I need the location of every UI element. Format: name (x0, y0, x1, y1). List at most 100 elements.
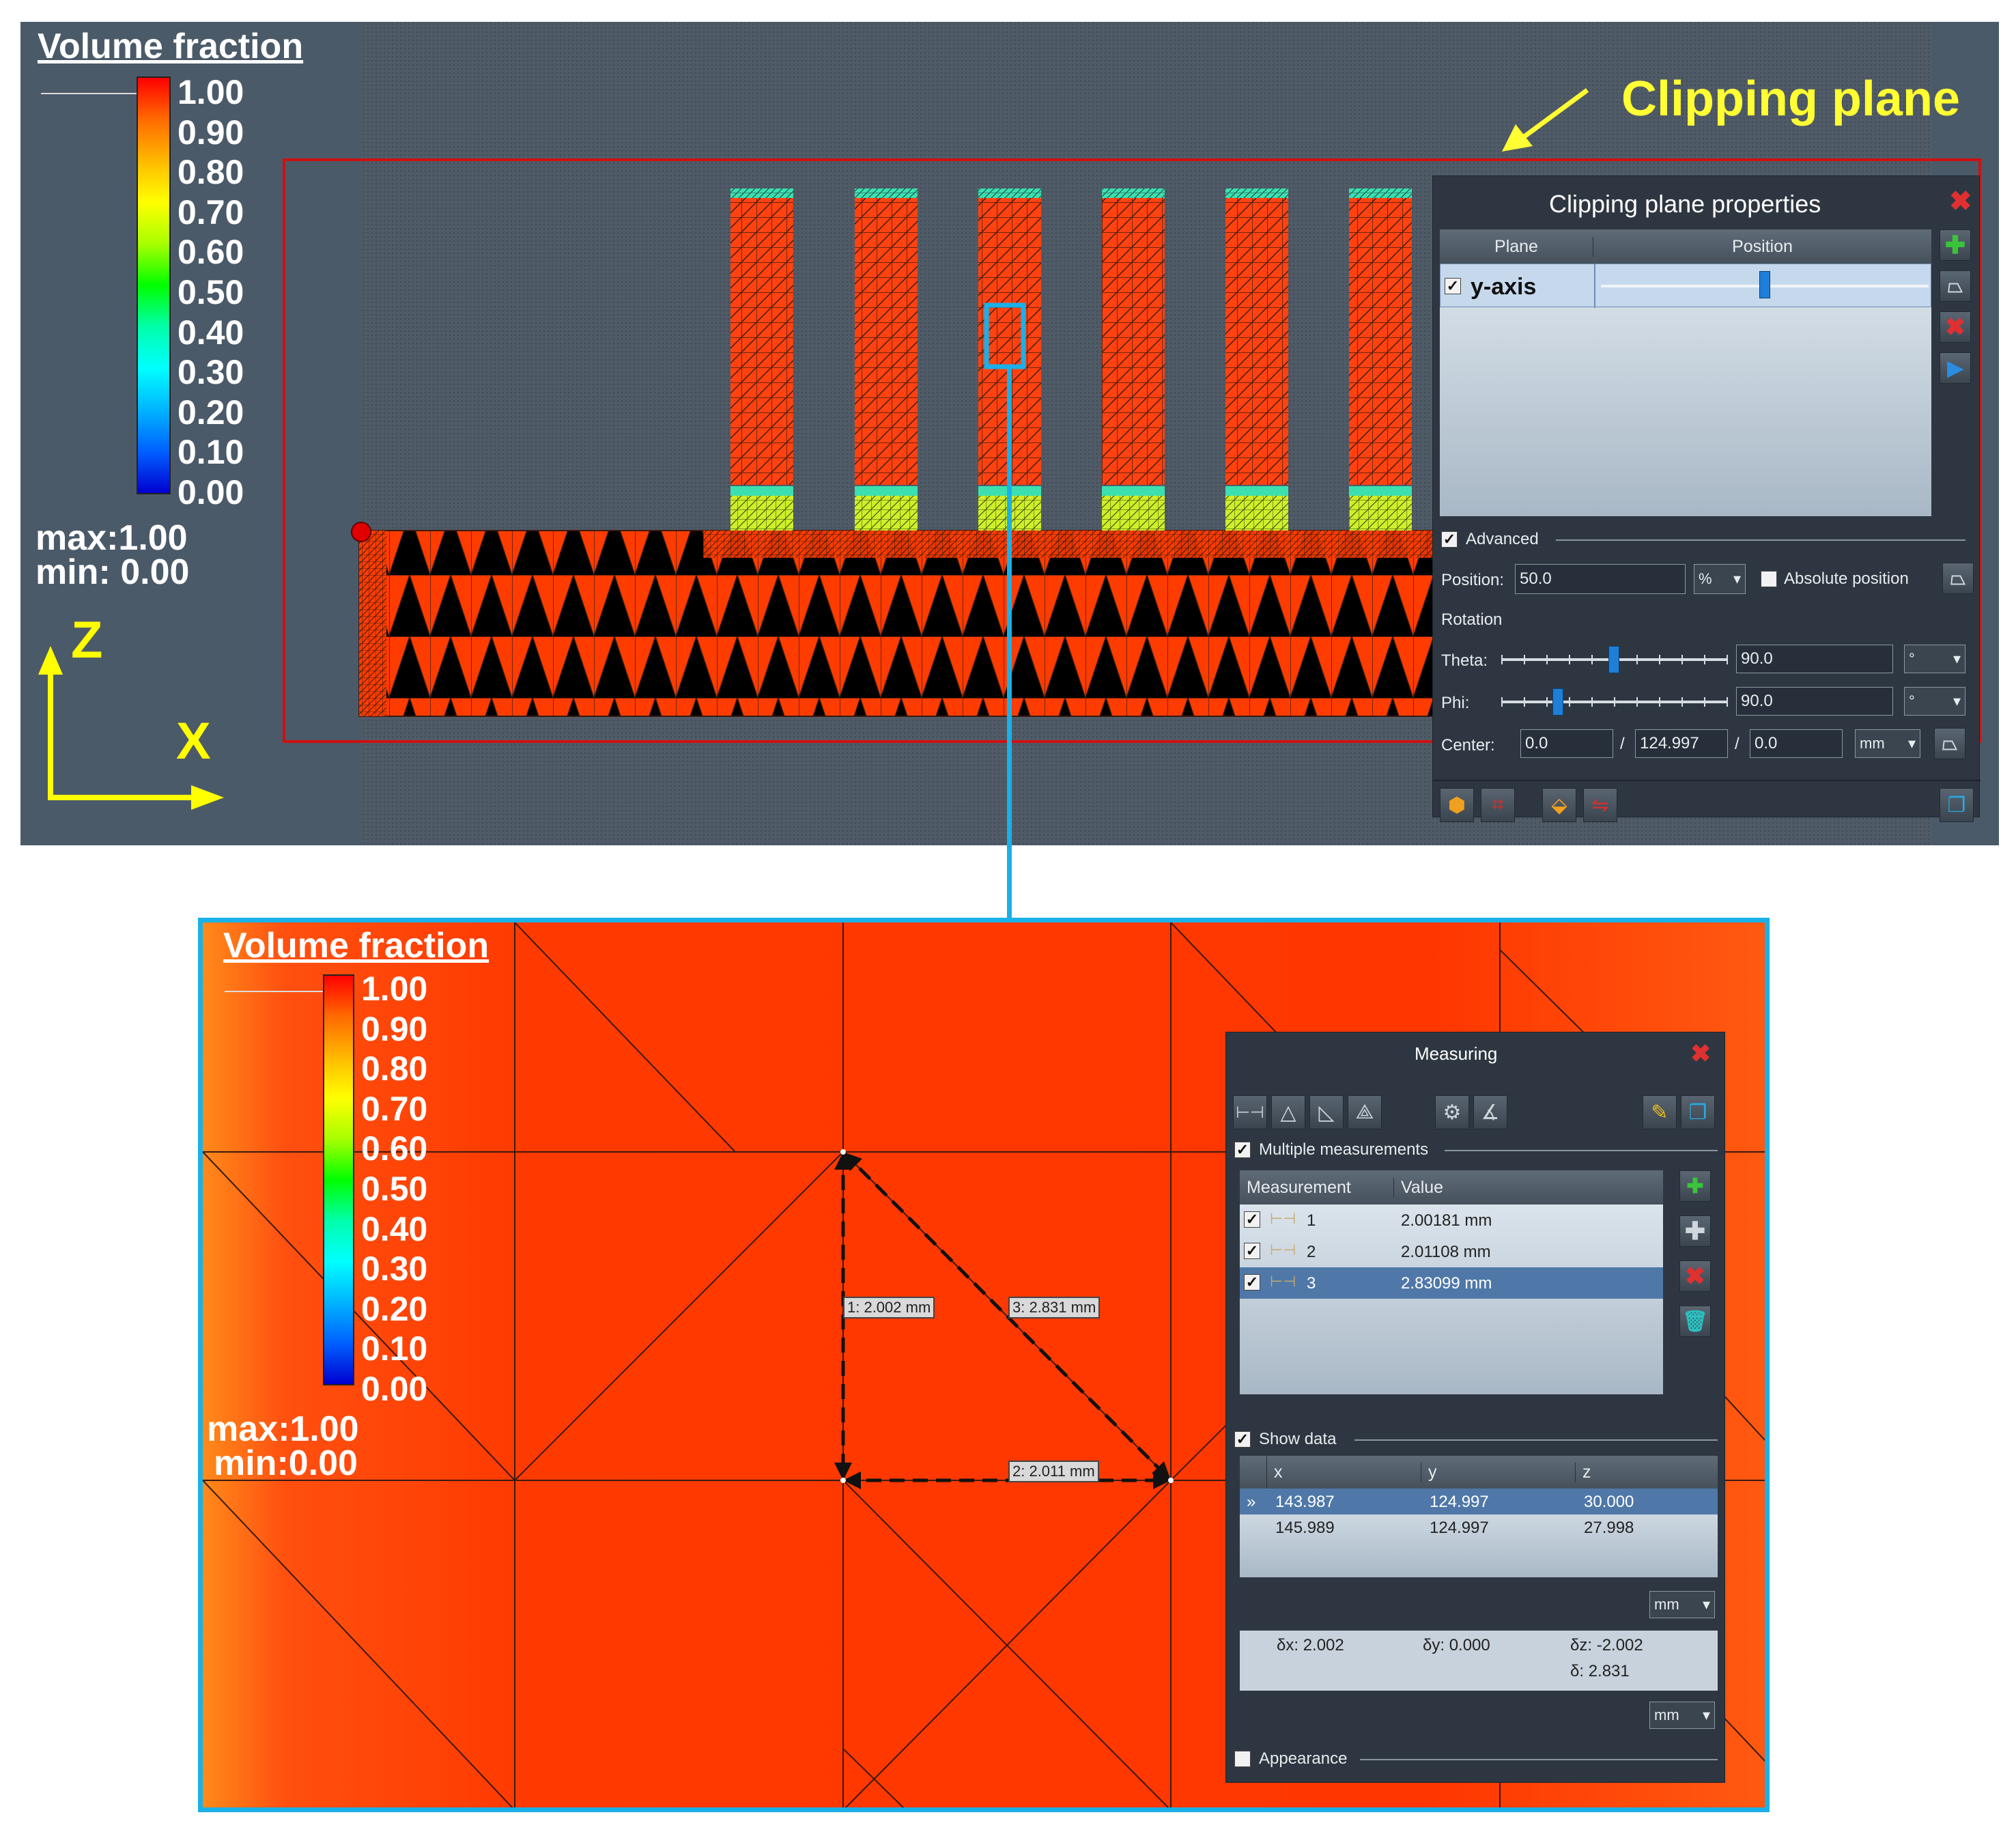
clipping-plane-dialog: Clipping plane properties ✖ Plane Positi… (1432, 175, 1980, 822)
data-row[interactable]: » 143.987 124.997 30.000 (1240, 1489, 1718, 1514)
close-icon[interactable]: ✖ (1949, 186, 1972, 216)
position-apply-button[interactable]: ⏢ (1942, 563, 1974, 594)
delete-icon[interactable]: ✖ (1679, 1260, 1711, 1292)
column-plane[interactable]: Plane (1440, 236, 1593, 257)
distance-tool-icon[interactable]: ⊢⊣ (1233, 1095, 1267, 1129)
data-table-header: x y z (1240, 1456, 1718, 1489)
toolbar-separator (1433, 780, 1980, 781)
fin-4 (1102, 188, 1165, 531)
theta-label: Theta: (1441, 651, 1488, 670)
measurement-row[interactable]: ✓ ⊢⊣ 3 2.83099 mm (1240, 1267, 1663, 1299)
plane-table: ✓ y-axis (1440, 264, 1931, 516)
angle-tool-icon[interactable]: △ (1271, 1095, 1305, 1129)
delta-unit-select[interactable]: mm ▾ (1649, 1702, 1715, 1729)
delete-plane-button[interactable]: ✖ (1940, 311, 1971, 343)
add-plane-button[interactable]: ✚ (1940, 229, 1971, 261)
show-data-checkbox[interactable]: ✓ (1234, 1431, 1251, 1448)
legend-tick-0: 1.00 (178, 73, 244, 111)
play-button[interactable]: ▶ (1940, 352, 1971, 384)
edit-plane-button[interactable]: ⏢ (1940, 270, 1971, 302)
triangle-tool-icon[interactable]: ⟁ (1348, 1095, 1382, 1129)
theta-slider[interactable] (1501, 645, 1728, 675)
center-y-input[interactable]: 124.997 (1635, 729, 1728, 758)
advanced-separator (1556, 539, 1965, 541)
multiple-measurements-checkbox[interactable]: ✓ (1234, 1142, 1251, 1158)
measurement-checkbox[interactable]: ✓ (1244, 1211, 1260, 1228)
rotation-label: Rotation (1441, 610, 1503, 629)
brush-icon[interactable]: ✎ (1643, 1095, 1677, 1129)
phi-slider-thumb[interactable] (1552, 688, 1563, 716)
data-cell-y: 124.997 (1430, 1493, 1489, 1511)
close-icon[interactable]: ✖ (1690, 1039, 1712, 1067)
plane-row-checkbox[interactable]: ✓ (1445, 278, 1461, 294)
measure-settings-icon[interactable]: ⚙ (1435, 1095, 1469, 1129)
current-row-marker: » (1247, 1493, 1256, 1511)
center-unit-select[interactable]: mm ▾ (1855, 729, 1920, 758)
theta-slider-thumb[interactable] (1608, 646, 1619, 673)
appearance-label: Appearance (1259, 1749, 1348, 1768)
phi-input[interactable]: 90.0 (1736, 687, 1893, 716)
measurement-id: 2 (1307, 1243, 1316, 1261)
phi-slider[interactable] (1501, 687, 1728, 717)
column-position[interactable]: Position (1732, 236, 1793, 256)
advanced-checkbox[interactable]: ✓ (1441, 531, 1458, 548)
measurement-checkbox[interactable]: ✓ (1244, 1274, 1260, 1291)
add-icon[interactable]: ✚ (1679, 1215, 1711, 1247)
data-unit-value: mm (1654, 1596, 1679, 1613)
clipping-plane-arrow (1520, 88, 1589, 140)
position-input[interactable]: 50.0 (1515, 564, 1686, 594)
column-value[interactable]: Value (1401, 1177, 1444, 1197)
theta-slider-tick (1524, 655, 1525, 664)
plane-position-slider[interactable] (1759, 271, 1770, 298)
position-unit-select[interactable]: % ▾ (1694, 564, 1746, 594)
measurement-row[interactable]: ✓ ⊢⊣ 1 2.00181 mm (1240, 1204, 1663, 1236)
data-column-z[interactable]: z (1582, 1462, 1591, 1482)
trash-icon[interactable]: 🗑 (1679, 1306, 1711, 1337)
top-viewport[interactable]: Volume fraction 1.00 0.90 0.80 0.70 0.60 0.50… (20, 22, 1999, 845)
angle-settings-icon[interactable]: ∡ (1473, 1095, 1507, 1129)
phi-label: Phi: (1441, 694, 1470, 712)
chevron-down-icon: ▾ (1953, 650, 1961, 667)
ruler-icon: ⊢⊣ (1270, 1241, 1296, 1258)
center-z-input[interactable]: 0.0 (1750, 729, 1843, 758)
data-column-x[interactable]: x (1267, 1462, 1421, 1482)
absolute-position-checkbox[interactable] (1761, 571, 1777, 587)
measurement-checkbox[interactable]: ✓ (1244, 1243, 1260, 1259)
chevron-down-icon: ▾ (1907, 735, 1916, 752)
theta-slider-tick (1727, 655, 1728, 664)
legend-tick-7: 0.30 (178, 353, 244, 392)
phi-unit-select[interactable]: ° ▾ (1904, 687, 1965, 716)
add-measurement-icon[interactable]: ✚ (1679, 1170, 1711, 1202)
measure-label-2: 2: 2.011 mm (1008, 1461, 1099, 1482)
data-row[interactable]: 145.989 124.997 27.998 (1240, 1514, 1718, 1540)
zoom-legend-tick-8: 0.20 (361, 1289, 428, 1328)
data-unit-select[interactable]: mm ▾ (1649, 1591, 1715, 1618)
box-icon[interactable]: ⬢ (1440, 788, 1474, 822)
copy-icon[interactable]: ❐ (1681, 1095, 1715, 1129)
phi-slider-tick (1569, 697, 1570, 707)
measurement-row[interactable]: ✓ ⊢⊣ 2 2.01108 mm (1240, 1236, 1663, 1267)
column-measurement[interactable]: Measurement (1240, 1177, 1394, 1198)
center-pick-button[interactable]: ⏢ (1934, 728, 1965, 759)
flip-icon[interactable]: ⇋ (1583, 788, 1617, 822)
plane-row-y-axis[interactable]: ✓ y-axis (1440, 264, 1931, 308)
theta-input[interactable]: 90.0 (1736, 645, 1893, 673)
right-angle-tool-icon[interactable]: ◺ (1309, 1095, 1344, 1129)
center-x-input[interactable]: 0.0 (1520, 729, 1613, 758)
theta-unit-select[interactable]: ° ▾ (1904, 645, 1965, 673)
theta-slider-tick (1569, 655, 1570, 664)
data-column-y[interactable]: y (1421, 1462, 1576, 1482)
zoom-legend-tick-4: 0.60 (361, 1129, 428, 1168)
measure-label-3: 3: 2.831 mm (1008, 1297, 1101, 1319)
measuring-dialog-title: Measuring (1415, 1043, 1498, 1064)
plane-frame-icon[interactable]: ⌗ (1481, 788, 1515, 822)
copy-icon[interactable]: ❐ (1940, 788, 1974, 822)
absolute-position-label: Absolute position (1784, 569, 1909, 588)
x-axis-arrowhead (191, 785, 224, 810)
appearance-checkbox[interactable] (1234, 1751, 1251, 1767)
theta-slider-tick (1636, 655, 1638, 664)
measurement-value: 2.01108 mm (1401, 1243, 1491, 1261)
zoom-viewport[interactable]: 1: 2.002 mm 3: 2.831 mm 2: 2.011 mm Volu… (198, 918, 1770, 1812)
chevron-down-icon: ▾ (1702, 1596, 1710, 1613)
slice-icon[interactable]: ⬙ (1542, 788, 1576, 822)
